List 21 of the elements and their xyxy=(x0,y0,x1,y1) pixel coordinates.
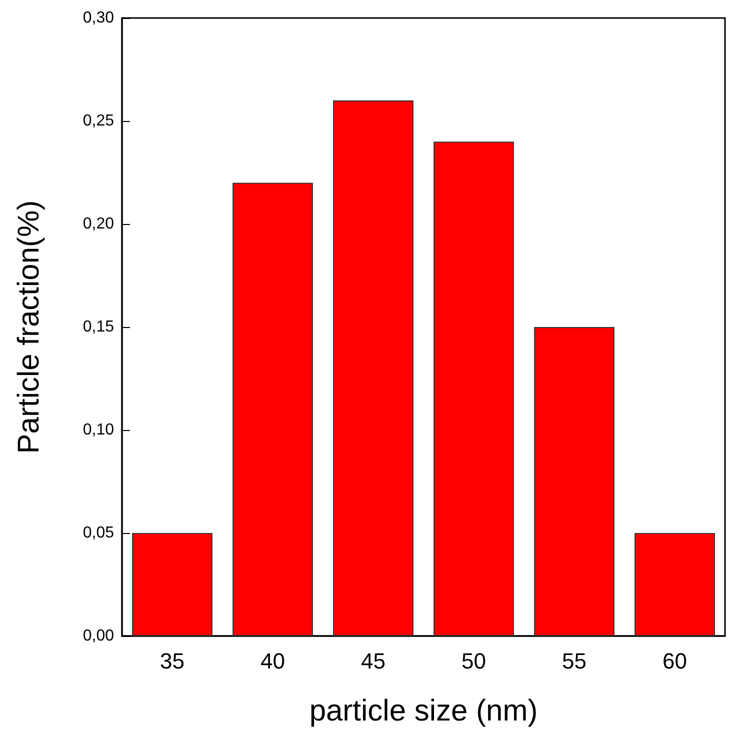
x-tick-label: 60 xyxy=(662,648,687,674)
bar xyxy=(434,142,514,636)
bar xyxy=(232,182,313,636)
bar xyxy=(534,327,614,636)
x-tick-label: 45 xyxy=(361,648,386,674)
bar xyxy=(132,533,212,636)
x-tick-label: 35 xyxy=(160,648,184,674)
y-tick-label: 0,25 xyxy=(82,112,114,130)
y-tick-label: 0,10 xyxy=(82,422,114,438)
y-tick-label: 0,00 xyxy=(82,628,114,644)
y-axis-title: Particle fraction(%) xyxy=(12,200,46,454)
x-tick-label: 40 xyxy=(260,648,285,674)
y-tick-label: 0,05 xyxy=(82,524,114,542)
x-tick-label: 55 xyxy=(562,648,586,674)
y-tick-label: 0,15 xyxy=(82,318,114,336)
y-tick-label: 0,30 xyxy=(82,10,114,26)
bar xyxy=(333,100,414,636)
x-axis-title: particle size (nm) xyxy=(309,694,538,728)
y-tick-label: 0,20 xyxy=(82,216,114,232)
x-tick-label: 50 xyxy=(462,648,486,674)
bar xyxy=(634,533,715,636)
